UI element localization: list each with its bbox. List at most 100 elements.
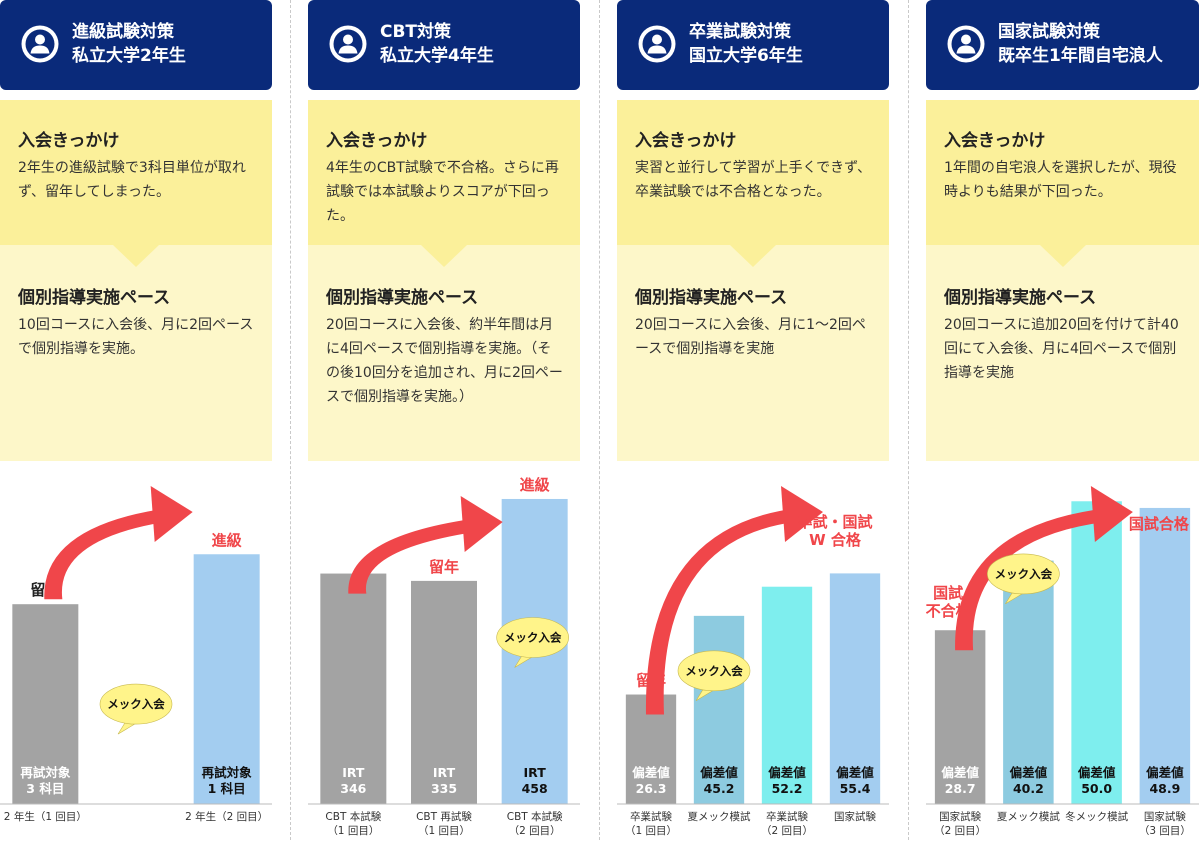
category-label-sub: （1 回目） xyxy=(418,825,470,837)
improvement-arrow-icon xyxy=(44,486,193,600)
result-chart: 偏差値 28.7 国家試験 （2 回目） 偏差値 40.2 夏メック模試 偏差値 50.0 冬メッ… xyxy=(926,461,1199,840)
category-label: CBT 再試験 xyxy=(416,810,472,823)
category-label: 卒業試験 xyxy=(630,810,672,823)
case-title: 卒業試験対策 国立大学6年生 xyxy=(689,20,803,68)
fail-label: 国試 xyxy=(933,584,963,602)
trigger-body: 4年生のCBT試験で不合格。さらに再試験では本試験よりスコアが下回った。 xyxy=(326,160,559,224)
chart-bar xyxy=(193,554,260,804)
case-title: 進級試験対策 私立大学2年生 xyxy=(72,20,186,68)
result-annotation: 卒試・国試 xyxy=(797,513,872,531)
user-avatar-icon xyxy=(638,25,676,63)
case-title-line1: CBT対策 xyxy=(380,22,452,42)
column-separator xyxy=(908,0,909,840)
pace-section: 個別指導実施ペース 20回コースに入会後、約半年間は月に4回ペースで個別指導を実施… xyxy=(308,245,580,461)
bar-label-name: 偏差値 xyxy=(700,765,738,780)
join-bubble: メック入会 xyxy=(987,553,1060,605)
category-label: CBT 本試験 xyxy=(325,810,381,823)
chart-bar xyxy=(1003,560,1054,804)
bar-status-label: 進級 xyxy=(212,531,242,549)
category-label: 2 年生（1 回目） xyxy=(4,810,87,823)
user-avatar-icon xyxy=(947,25,985,63)
pace-title: 個別指導実施ペース xyxy=(18,288,171,308)
bar-status-label: 留年 xyxy=(429,558,459,576)
case-title-line2: 既卒生1年間自宅浪人 xyxy=(998,46,1163,66)
join-bubble: メック入会 xyxy=(496,617,569,668)
category-label: 国家試験 xyxy=(939,810,981,823)
bar-label-name: 偏差値 xyxy=(1010,765,1048,780)
category-label: CBT 本試験 xyxy=(507,810,563,823)
case-header: 卒業試験対策 国立大学6年生 xyxy=(617,0,889,90)
category-label-sub: （1 回目） xyxy=(625,825,677,837)
chart-bar xyxy=(1071,501,1122,804)
bar-label-name: 偏差値 xyxy=(632,765,670,780)
case-header: 進級試験対策 私立大学2年生 xyxy=(0,0,272,90)
chart-bar xyxy=(693,615,745,804)
fail-label-line2: 不合格 xyxy=(926,602,972,620)
bar-label-name: 偏差値 xyxy=(1078,765,1116,780)
pace-title: 個別指導実施ペース xyxy=(635,288,788,308)
flow-arrow-icon xyxy=(113,245,159,267)
trigger-section: 入会きっかけ 4年生のCBT試験で不合格。さらに再試験では本試験よりスコアが下回っ… xyxy=(308,100,580,245)
join-bubble: メック入会 xyxy=(677,650,751,702)
trigger-title: 入会きっかけ xyxy=(635,131,737,151)
case-column: 卒業試験対策 国立大学6年生入会きっかけ実習と並行して学習が上手くできず、卒業試験… xyxy=(617,0,889,840)
trigger-body: 実習と並行して学習が上手くできず、卒業試験では不合格となった。 xyxy=(635,160,872,200)
case-title-line1: 卒業試験対策 xyxy=(689,22,791,42)
case-title-line1: 国家試験対策 xyxy=(998,22,1100,42)
trigger-title: 入会きっかけ xyxy=(944,131,1046,151)
bar-label-value: 458 xyxy=(522,781,548,796)
case-title-line2: 私立大学4年生 xyxy=(380,46,494,66)
bar-label-value: 50.0 xyxy=(1081,781,1112,796)
category-label-sub: （2 回目） xyxy=(509,825,561,837)
bar-label-name: 偏差値 xyxy=(1146,765,1184,780)
bar-label-name: 偏差値 xyxy=(768,765,806,780)
case-column: 国家試験対策既卒生1年間自宅浪人入会きっかけ 1年間の自宅浪人を選択したが、現役時… xyxy=(926,0,1199,840)
result-annotation: 国試合格 xyxy=(1129,515,1190,533)
trigger-body: 2年生の進級試験で3科目単位が取れず、留年してしまった。 xyxy=(18,160,246,200)
bar-label-value: 1 科目 xyxy=(208,781,246,796)
case-title: 国家試験対策既卒生1年間自宅浪人 xyxy=(998,20,1163,68)
bar-label-value: 26.3 xyxy=(636,781,667,796)
chart-bar xyxy=(320,573,387,804)
pace-section: 個別指導実施ペース 20回コースに入会後、月に1～2回ペースで個別指導を実施 xyxy=(617,245,889,461)
category-label: 国家試験 xyxy=(834,810,876,823)
category-label: 冬メック模試 xyxy=(1065,810,1128,823)
trigger-title: 入会きっかけ xyxy=(18,131,120,151)
chart-bar xyxy=(829,573,881,804)
category-label-sub: （3 回目） xyxy=(1139,825,1191,837)
pace-body: 20回コースに入会後、月に1～2回ペースで個別指導を実施 xyxy=(635,317,866,357)
join-bubble-text: メック入会 xyxy=(995,567,1053,581)
chart-bar xyxy=(934,630,986,804)
join-bubble-text: メック入会 xyxy=(685,664,743,678)
bar-label-name: IRT xyxy=(524,765,547,780)
trigger-section: 入会きっかけ実習と並行して学習が上手くできず、卒業試験では不合格となった。 xyxy=(617,100,889,245)
flow-arrow-icon xyxy=(421,245,467,267)
bar-label-name: 再試対象 xyxy=(20,765,71,780)
category-label: 夏メック模試 xyxy=(997,810,1060,823)
bar-label-name: 再試対象 xyxy=(202,765,253,780)
chart-bar xyxy=(761,586,813,804)
user-avatar-icon xyxy=(21,25,59,63)
category-label: 2 年生（2 回目） xyxy=(185,810,268,823)
result-annotation-line2: W 合格 xyxy=(809,531,862,549)
trigger-title: 入会きっかけ xyxy=(326,131,428,151)
pace-body: 10回コースに入会後、月に2回ペースで個別指導を実施。 xyxy=(18,317,254,357)
pace-title: 個別指導実施ペース xyxy=(944,288,1097,308)
bar-label-value: 52.2 xyxy=(772,781,803,796)
trigger-section: 入会きっかけ 2年生の進級試験で3科目単位が取れず、留年してしまった。 xyxy=(0,100,272,245)
category-label: 国家試験 xyxy=(1144,810,1186,823)
case-header: 国家試験対策既卒生1年間自宅浪人 xyxy=(926,0,1199,90)
pace-title: 個別指導実施ペース xyxy=(326,288,479,308)
category-label-sub: （2 回目） xyxy=(761,825,813,837)
bar-status-label: 進級 xyxy=(520,476,550,494)
trigger-section: 入会きっかけ 1年間の自宅浪人を選択したが、現役時よりも結果が下回った。 xyxy=(926,100,1199,245)
join-bubble-text: メック入会 xyxy=(107,697,165,711)
bar-label-name: 偏差値 xyxy=(941,765,979,780)
category-label-sub: （2 回目） xyxy=(934,825,986,837)
result-chart: IRT 346 CBT 本試験 （1 回目） IRT 335 留年 CBT 再試験 （1 回目）… xyxy=(308,461,580,840)
flow-arrow-icon xyxy=(730,245,776,267)
